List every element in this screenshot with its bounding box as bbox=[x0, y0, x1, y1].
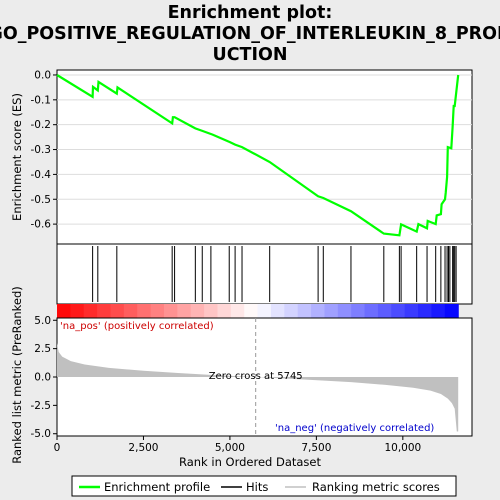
metric-tick-label: 2.5 bbox=[34, 343, 51, 355]
colorbar-segment bbox=[150, 304, 165, 318]
x-tick-label: 7,500 bbox=[301, 442, 331, 454]
colorbar-segment bbox=[391, 304, 406, 318]
x-axis-ticks: 0 2,500 5,000 7,500 10,000 bbox=[54, 436, 421, 454]
colorbar-segment bbox=[297, 304, 312, 318]
colorbar-segment bbox=[177, 304, 192, 318]
colorbar-segment bbox=[70, 304, 85, 318]
metric-tick-label: 5.0 bbox=[34, 315, 51, 327]
legend-enrichment-label: Enrichment profile bbox=[104, 480, 210, 494]
colorbar-segment bbox=[431, 304, 446, 318]
colorbar-segment bbox=[418, 304, 433, 318]
rank-colorbar bbox=[57, 304, 459, 318]
x-tick-label: 0 bbox=[54, 442, 61, 454]
colorbar-segment bbox=[163, 304, 178, 318]
es-tick-label: -0.3 bbox=[31, 144, 52, 156]
colorbar-segment bbox=[284, 304, 299, 318]
colorbar-segment bbox=[404, 304, 419, 318]
es-tick-label: -0.4 bbox=[31, 169, 52, 181]
colorbar-segment bbox=[377, 304, 392, 318]
colorbar-segment bbox=[217, 304, 232, 318]
es-tick-label: -0.6 bbox=[31, 219, 52, 231]
es-tick-label: -0.2 bbox=[31, 119, 52, 131]
colorbar-segment bbox=[364, 304, 379, 318]
x-axis-label: Rank in Ordered Dataset bbox=[179, 455, 322, 469]
colorbar-segment bbox=[97, 304, 112, 318]
zero-cross-label: Zero cross at 5745 bbox=[209, 371, 303, 382]
colorbar-segment bbox=[123, 304, 138, 318]
x-tick-label: 2,500 bbox=[128, 442, 158, 454]
colorbar-segment bbox=[337, 304, 352, 318]
pos-label: 'na_pos' (positively correlated) bbox=[60, 321, 214, 332]
colorbar-segment bbox=[324, 304, 339, 318]
colorbar-segment bbox=[244, 304, 259, 318]
chart-title-line-3: UCTION bbox=[212, 45, 287, 65]
colorbar-segment bbox=[190, 304, 205, 318]
metric-axis-label: Ranked list metric (PreRanked) bbox=[10, 286, 24, 464]
colorbar-segment bbox=[204, 304, 219, 318]
colorbar-segment bbox=[57, 304, 71, 318]
es-axis-label: Enrichment score (ES) bbox=[10, 93, 24, 221]
es-tick-label: -0.5 bbox=[31, 194, 52, 206]
metric-axis-ticks: 5.0 2.5 0.0 -2.5 -5.0 bbox=[31, 315, 57, 440]
es-gridlines bbox=[57, 74, 472, 225]
es-tick-label: 0.0 bbox=[34, 69, 51, 81]
hits-markers bbox=[92, 246, 457, 302]
colorbar-segment bbox=[257, 304, 272, 318]
es-axis-ticks: 0.0 -0.1 -0.2 -0.3 -0.4 -0.5 -0.6 bbox=[31, 69, 57, 231]
colorbar-segment bbox=[270, 304, 285, 318]
x-tick-label: 10,000 bbox=[384, 442, 421, 454]
es-tick-label: -0.1 bbox=[31, 94, 52, 106]
legend bbox=[71, 475, 457, 497]
legend-hits-label: Hits bbox=[246, 480, 268, 494]
metric-tick-label: -5.0 bbox=[31, 428, 52, 440]
enrichment-profile-line bbox=[56, 74, 460, 237]
metric-tick-label: -2.5 bbox=[31, 400, 52, 412]
colorbar-segment bbox=[444, 304, 459, 318]
chart-title-line-1: Enrichment plot: bbox=[168, 3, 333, 23]
colorbar-segment bbox=[137, 304, 152, 318]
x-tick-label: 5,000 bbox=[215, 442, 245, 454]
legend-metric-label: Ranking metric scores bbox=[312, 480, 440, 494]
metric-tick-label: 0.0 bbox=[34, 372, 51, 384]
neg-label: 'na_neg' (negatively correlated) bbox=[275, 423, 434, 434]
hits-panel bbox=[56, 243, 473, 305]
es-panel bbox=[56, 69, 473, 245]
colorbar-segment bbox=[110, 304, 125, 318]
colorbar-segment bbox=[83, 304, 98, 318]
colorbar-segment bbox=[230, 304, 245, 318]
colorbar-segment bbox=[351, 304, 366, 318]
colorbar-segment bbox=[311, 304, 326, 318]
chart-title-line-2: GO_POSITIVE_REGULATION_OF_INTERLEUKIN_8_… bbox=[0, 24, 500, 44]
